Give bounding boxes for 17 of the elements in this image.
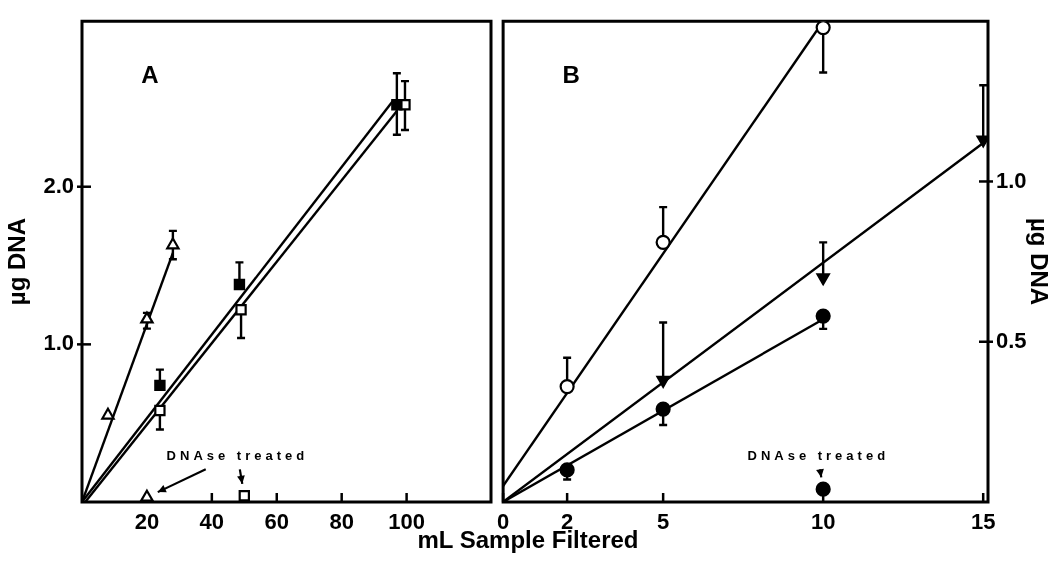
y2-tick-label: 1.0 xyxy=(996,167,1027,193)
x-tick-label: 20 xyxy=(134,509,160,535)
annotation: DNAse treated xyxy=(166,447,309,463)
x-tick-label: 5 xyxy=(657,509,670,535)
y-axis-title: µg DNA xyxy=(3,218,31,306)
x-tick-label: 15 xyxy=(970,509,996,535)
annotation: DNAse treated xyxy=(747,447,890,463)
x-tick-label: 0 xyxy=(496,509,510,535)
x-tick-label: 40 xyxy=(199,509,225,535)
y2-tick-label: 0.5 xyxy=(996,327,1027,353)
x-tick-label: 10 xyxy=(810,509,836,535)
x-tick-label: 80 xyxy=(329,509,354,535)
x-tick-label: 60 xyxy=(264,509,289,535)
y2-axis-title: µg DNA xyxy=(1025,218,1053,306)
annotation: A xyxy=(141,60,159,88)
annotation: B xyxy=(562,60,580,88)
y-tick-label: 2.0 xyxy=(43,172,74,198)
